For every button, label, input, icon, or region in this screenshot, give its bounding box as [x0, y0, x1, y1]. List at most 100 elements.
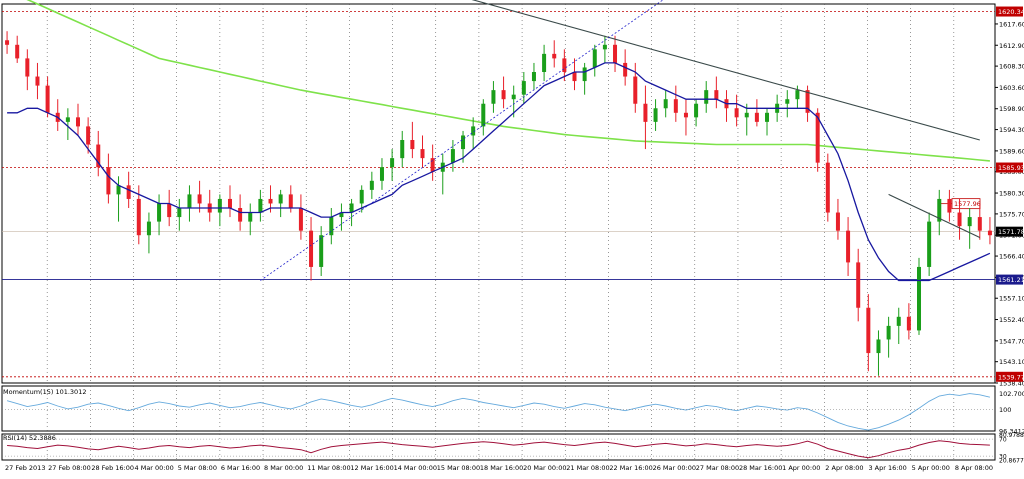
- bear-candle: [75, 117, 80, 127]
- bull-candle: [65, 117, 70, 122]
- time-axis-label: 15 Mar 08:00: [437, 464, 480, 472]
- bear-candle: [96, 144, 101, 168]
- bear-candle: [673, 99, 678, 113]
- bull-candle: [765, 112, 770, 122]
- bull-candle: [886, 325, 891, 340]
- price-tick-label: 1538.40: [999, 380, 1024, 388]
- bull-candle: [785, 99, 790, 104]
- bear-candle: [45, 85, 50, 113]
- bear-candle: [126, 185, 131, 199]
- time-axis-label: 27 Mar 08:00: [696, 464, 739, 472]
- time-axis-label: 18 Mar 16:00: [480, 464, 523, 472]
- bear-candle: [167, 203, 172, 218]
- price-marker-label: 1585.93: [998, 164, 1024, 172]
- price-marker-label: 1571.78: [998, 228, 1024, 236]
- price-marker-label: 1561.21: [998, 276, 1024, 284]
- main-panel-frame: [1, 3, 996, 384]
- bear-candle: [835, 212, 840, 231]
- bull-candle: [876, 339, 881, 354]
- bull-candle: [319, 235, 324, 267]
- bear-candle: [106, 167, 111, 195]
- price-marker-box: [996, 6, 1023, 17]
- bull-candle: [146, 221, 151, 236]
- bear-candle: [136, 198, 141, 236]
- price-tick-label: 1617.60: [999, 20, 1024, 28]
- bear-candle: [846, 230, 851, 263]
- bull-candle: [542, 53, 547, 73]
- indicator2-label: RSI(14) 52.3886: [3, 434, 56, 442]
- bear-candle: [714, 90, 719, 100]
- bull-candle: [917, 266, 922, 331]
- price-tick-label: 1547.70: [999, 337, 1024, 345]
- time-axis-label: 3 Apr 16:00: [868, 464, 906, 472]
- bear-candle: [86, 126, 91, 145]
- bull-candle: [521, 81, 526, 95]
- time-axis-label: 27 Feb 08:00: [48, 464, 91, 472]
- indicator2-tick-label: 80.9788: [999, 432, 1024, 439]
- price-tick-label: 1594.30: [999, 126, 1024, 134]
- price-tick-label: 1566.40: [999, 253, 1024, 261]
- bear-candle: [298, 208, 303, 231]
- bear-candle: [15, 44, 20, 59]
- price-marker-box: [996, 371, 1023, 382]
- bull-candle: [390, 158, 395, 168]
- bull-candle: [531, 72, 536, 82]
- time-axis-label: 14 Mar 00:00: [394, 464, 437, 472]
- price-tick-label: 1575.70: [999, 210, 1024, 218]
- bear-candle: [25, 58, 30, 77]
- bear-candle: [987, 230, 992, 236]
- bull-candle: [339, 212, 344, 218]
- time-axis-label: 21 Mar 08:00: [566, 464, 609, 472]
- time-axis-label: 5 Mar 08:00: [178, 464, 217, 472]
- bear-candle: [633, 76, 638, 104]
- price-tick-label: 1589.60: [999, 147, 1024, 155]
- time-axis-label: 1 Apr 00:00: [782, 464, 820, 472]
- price-tick-label: 1552.40: [999, 316, 1024, 324]
- time-axis-label: 11 Mar 08:00: [307, 464, 350, 472]
- bear-candle: [501, 90, 506, 100]
- bull-candle: [116, 185, 121, 195]
- bear-candle: [613, 44, 618, 63]
- bear-candle: [906, 316, 911, 331]
- time-axis-label: 28 Mar 16:00: [739, 464, 782, 472]
- price-marker-box: [996, 274, 1023, 285]
- price-marker-label: 1577.96: [954, 200, 981, 208]
- bull-candle: [157, 203, 162, 222]
- bull-candle: [937, 198, 942, 222]
- bear-candle: [947, 198, 952, 213]
- bear-candle: [309, 230, 314, 267]
- bear-candle: [35, 76, 40, 86]
- bull-candle: [217, 198, 222, 213]
- bull-candle: [795, 90, 800, 100]
- bear-candle: [430, 158, 435, 172]
- bear-candle: [825, 162, 830, 213]
- bull-candle: [349, 203, 354, 213]
- bull-candle: [663, 99, 668, 109]
- bull-candle: [329, 217, 334, 236]
- indicator2-tick-label: 20.8677: [999, 458, 1024, 465]
- time-axis-label: 12 Mar 16:00: [350, 464, 393, 472]
- price-marker-box: [996, 162, 1023, 173]
- bear-candle: [5, 40, 10, 45]
- time-axis-label: 28 Feb 16:00: [91, 464, 134, 472]
- bear-candle: [410, 140, 415, 150]
- bear-candle: [572, 72, 577, 82]
- bear-candle: [866, 307, 871, 354]
- bull-candle: [602, 44, 607, 50]
- bull-candle: [582, 67, 587, 82]
- time-axis-label: 27 Feb 2013: [5, 464, 45, 472]
- bull-candle: [278, 194, 283, 204]
- bear-candle: [238, 208, 243, 222]
- bear-candle: [227, 198, 232, 209]
- indicator1-line: [6, 393, 991, 431]
- bear-candle: [734, 108, 739, 118]
- bull-candle: [967, 217, 972, 227]
- bull-candle: [592, 49, 597, 68]
- bull-candle: [369, 180, 374, 190]
- bull-candle: [461, 135, 466, 150]
- time-axis-label: 22 Mar 16:00: [609, 464, 652, 472]
- bear-candle: [197, 194, 202, 204]
- bear-candle: [420, 149, 425, 159]
- channel-line: [260, 0, 664, 281]
